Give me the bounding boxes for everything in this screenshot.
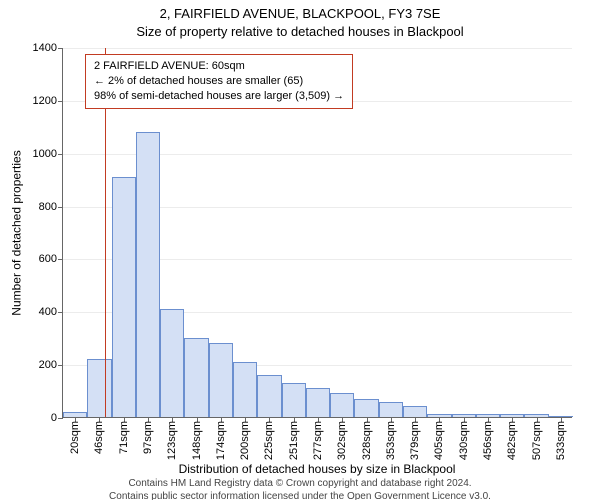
xtick-label: 123sqm [166, 421, 178, 460]
histogram-bar [87, 359, 111, 417]
xtick-label: 148sqm [191, 421, 203, 460]
histogram-bar [184, 338, 208, 417]
xtick-label: 200sqm [239, 421, 251, 460]
footer-line-1: Contains HM Land Registry data © Crown c… [0, 478, 600, 491]
xtick-label: 482sqm [506, 421, 518, 460]
histogram-bar [330, 393, 354, 417]
figure-root: 2, FAIRFIELD AVENUE, BLACKPOOL, FY3 7SE … [0, 0, 600, 500]
histogram-bar [257, 375, 281, 417]
footer-line-2: Contains public sector information licen… [0, 491, 600, 500]
histogram-bar [403, 406, 427, 417]
footer-attribution: Contains HM Land Registry data © Crown c… [0, 478, 600, 500]
histogram-bar [112, 177, 136, 418]
ytick-label: 400 [39, 306, 57, 318]
ytick-label: 1400 [33, 42, 57, 54]
xtick-label: 328sqm [361, 421, 373, 460]
ytick-mark [58, 312, 63, 313]
xtick-label: 353sqm [385, 421, 397, 460]
x-axis-label: Distribution of detached houses by size … [62, 462, 572, 476]
histogram-bar [379, 402, 403, 417]
ytick-label: 1200 [33, 95, 57, 107]
xtick-label: 225sqm [263, 421, 275, 460]
xtick-label: 456sqm [482, 421, 494, 460]
histogram-bar [209, 343, 233, 417]
ytick-label: 800 [39, 201, 57, 213]
xtick-label: 405sqm [433, 421, 445, 460]
annotation-line: 98% of semi-detached houses are larger (… [94, 89, 344, 104]
ytick-label: 0 [51, 412, 57, 424]
ytick-mark [58, 207, 63, 208]
ytick-mark [58, 365, 63, 366]
ytick-mark [58, 418, 63, 419]
xtick-label: 533sqm [555, 421, 567, 460]
y-axis-label: Number of detached properties [10, 150, 24, 315]
histogram-bar [282, 383, 306, 417]
plot-area: 020040060080010001200140020sqm46sqm71sqm… [62, 48, 572, 418]
title-main: 2, FAIRFIELD AVENUE, BLACKPOOL, FY3 7SE [0, 6, 600, 21]
annotation-line: ← 2% of detached houses are smaller (65) [94, 74, 344, 89]
histogram-bar [354, 399, 378, 418]
histogram-bar [233, 362, 257, 418]
gridline [63, 48, 572, 49]
ytick-mark [58, 154, 63, 155]
histogram-bar [160, 309, 184, 417]
histogram-bar [306, 388, 330, 417]
ytick-label: 200 [39, 359, 57, 371]
histogram-bar [136, 132, 160, 417]
xtick-label: 20sqm [69, 421, 81, 454]
title-sub: Size of property relative to detached ho… [0, 24, 600, 39]
annotation-line: 2 FAIRFIELD AVENUE: 60sqm [94, 59, 344, 74]
xtick-label: 97sqm [142, 421, 154, 454]
xtick-label: 379sqm [409, 421, 421, 460]
ytick-mark [58, 48, 63, 49]
xtick-label: 174sqm [215, 421, 227, 460]
ytick-label: 600 [39, 253, 57, 265]
xtick-label: 302sqm [336, 421, 348, 460]
annotation-box: 2 FAIRFIELD AVENUE: 60sqm← 2% of detache… [85, 54, 353, 109]
xtick-label: 277sqm [312, 421, 324, 460]
xtick-label: 71sqm [118, 421, 130, 454]
xtick-label: 430sqm [458, 421, 470, 460]
xtick-label: 46sqm [93, 421, 105, 454]
y-axis-label-container: Number of detached properties [10, 48, 24, 418]
xtick-label: 507sqm [531, 421, 543, 460]
ytick-mark [58, 101, 63, 102]
ytick-mark [58, 259, 63, 260]
xtick-label: 251sqm [288, 421, 300, 460]
ytick-label: 1000 [33, 148, 57, 160]
